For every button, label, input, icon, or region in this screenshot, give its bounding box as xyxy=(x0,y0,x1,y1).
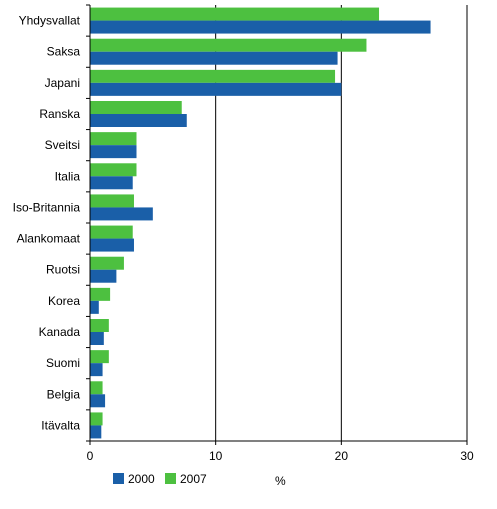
bar-2007-suomi xyxy=(90,350,109,364)
category-label: Sveitsi xyxy=(45,138,80,152)
bar-2007-italia xyxy=(90,163,137,177)
legend-swatch-2000 xyxy=(113,473,124,484)
x-tick-label-0: 0 xyxy=(87,449,94,463)
category-label: Korea xyxy=(48,294,80,308)
category-label: Alankomaat xyxy=(17,232,81,246)
category-label: Japani xyxy=(45,76,80,90)
bar-2007-iso-britannia xyxy=(90,194,134,208)
bar-2000-italia xyxy=(90,176,133,190)
x-tick-label-2: 20 xyxy=(335,449,349,463)
bar-2007-itävalta xyxy=(90,412,103,426)
bar-2000-iso-britannia xyxy=(90,207,153,221)
x-axis-unit-label: % xyxy=(275,474,286,488)
category-label: Iso-Britannia xyxy=(13,200,81,214)
bars xyxy=(90,7,431,439)
bar-2000-itävalta xyxy=(90,425,102,439)
legend: 2000 2007% xyxy=(113,472,286,488)
category-label: Italia xyxy=(55,169,81,183)
bar-2000-sveitsi xyxy=(90,145,137,159)
category-label: Saksa xyxy=(47,45,81,59)
bar-2007-saksa xyxy=(90,38,367,52)
category-label: Ranska xyxy=(39,107,80,121)
bar-2007-japani xyxy=(90,69,336,83)
bar-2007-alankomaat xyxy=(90,225,133,239)
x-tick-label-3: 30 xyxy=(460,449,474,463)
bar-2000-japani xyxy=(90,82,342,96)
category-label: Ruotsi xyxy=(46,263,80,277)
category-label: Belgia xyxy=(47,387,81,401)
legend-label-2000: 2000 xyxy=(128,472,155,486)
category-labels: Yhdysvallat Saksa Japani Ranska Sveitsi Itali… xyxy=(13,14,81,433)
category-label: Itävalta xyxy=(41,418,80,432)
legend-label-2007: 2007 xyxy=(180,472,207,486)
axes xyxy=(86,4,468,445)
bar-2007-sveitsi xyxy=(90,132,137,146)
bar-2000-belgia xyxy=(90,394,106,408)
bar-2007-ruotsi xyxy=(90,256,124,270)
bar-2000-kanada xyxy=(90,332,104,345)
bar-2007-ranska xyxy=(90,101,182,114)
bar-2000-suomi xyxy=(90,363,103,377)
bar-2000-ranska xyxy=(90,114,187,127)
bar-2007-kanada xyxy=(90,319,109,332)
bar-2000-saksa xyxy=(90,51,338,65)
bar-2000-ruotsi xyxy=(90,269,117,283)
bar-2000-yhdysvallat xyxy=(90,20,431,34)
bar-2007-korea xyxy=(90,287,111,301)
bar-2000-alankomaat xyxy=(90,238,134,252)
bar-2007-yhdysvallat xyxy=(90,7,380,21)
x-tick-labels: 0 10 20 30 xyxy=(87,449,474,463)
category-label: Suomi xyxy=(46,356,80,370)
x-tick-label-1: 10 xyxy=(209,449,223,463)
category-label: Kanada xyxy=(39,325,81,339)
category-label: Yhdysvallat xyxy=(19,14,81,28)
bar-2000-korea xyxy=(90,300,99,314)
legend-swatch-2007 xyxy=(165,473,176,484)
bar-2007-belgia xyxy=(90,381,103,395)
